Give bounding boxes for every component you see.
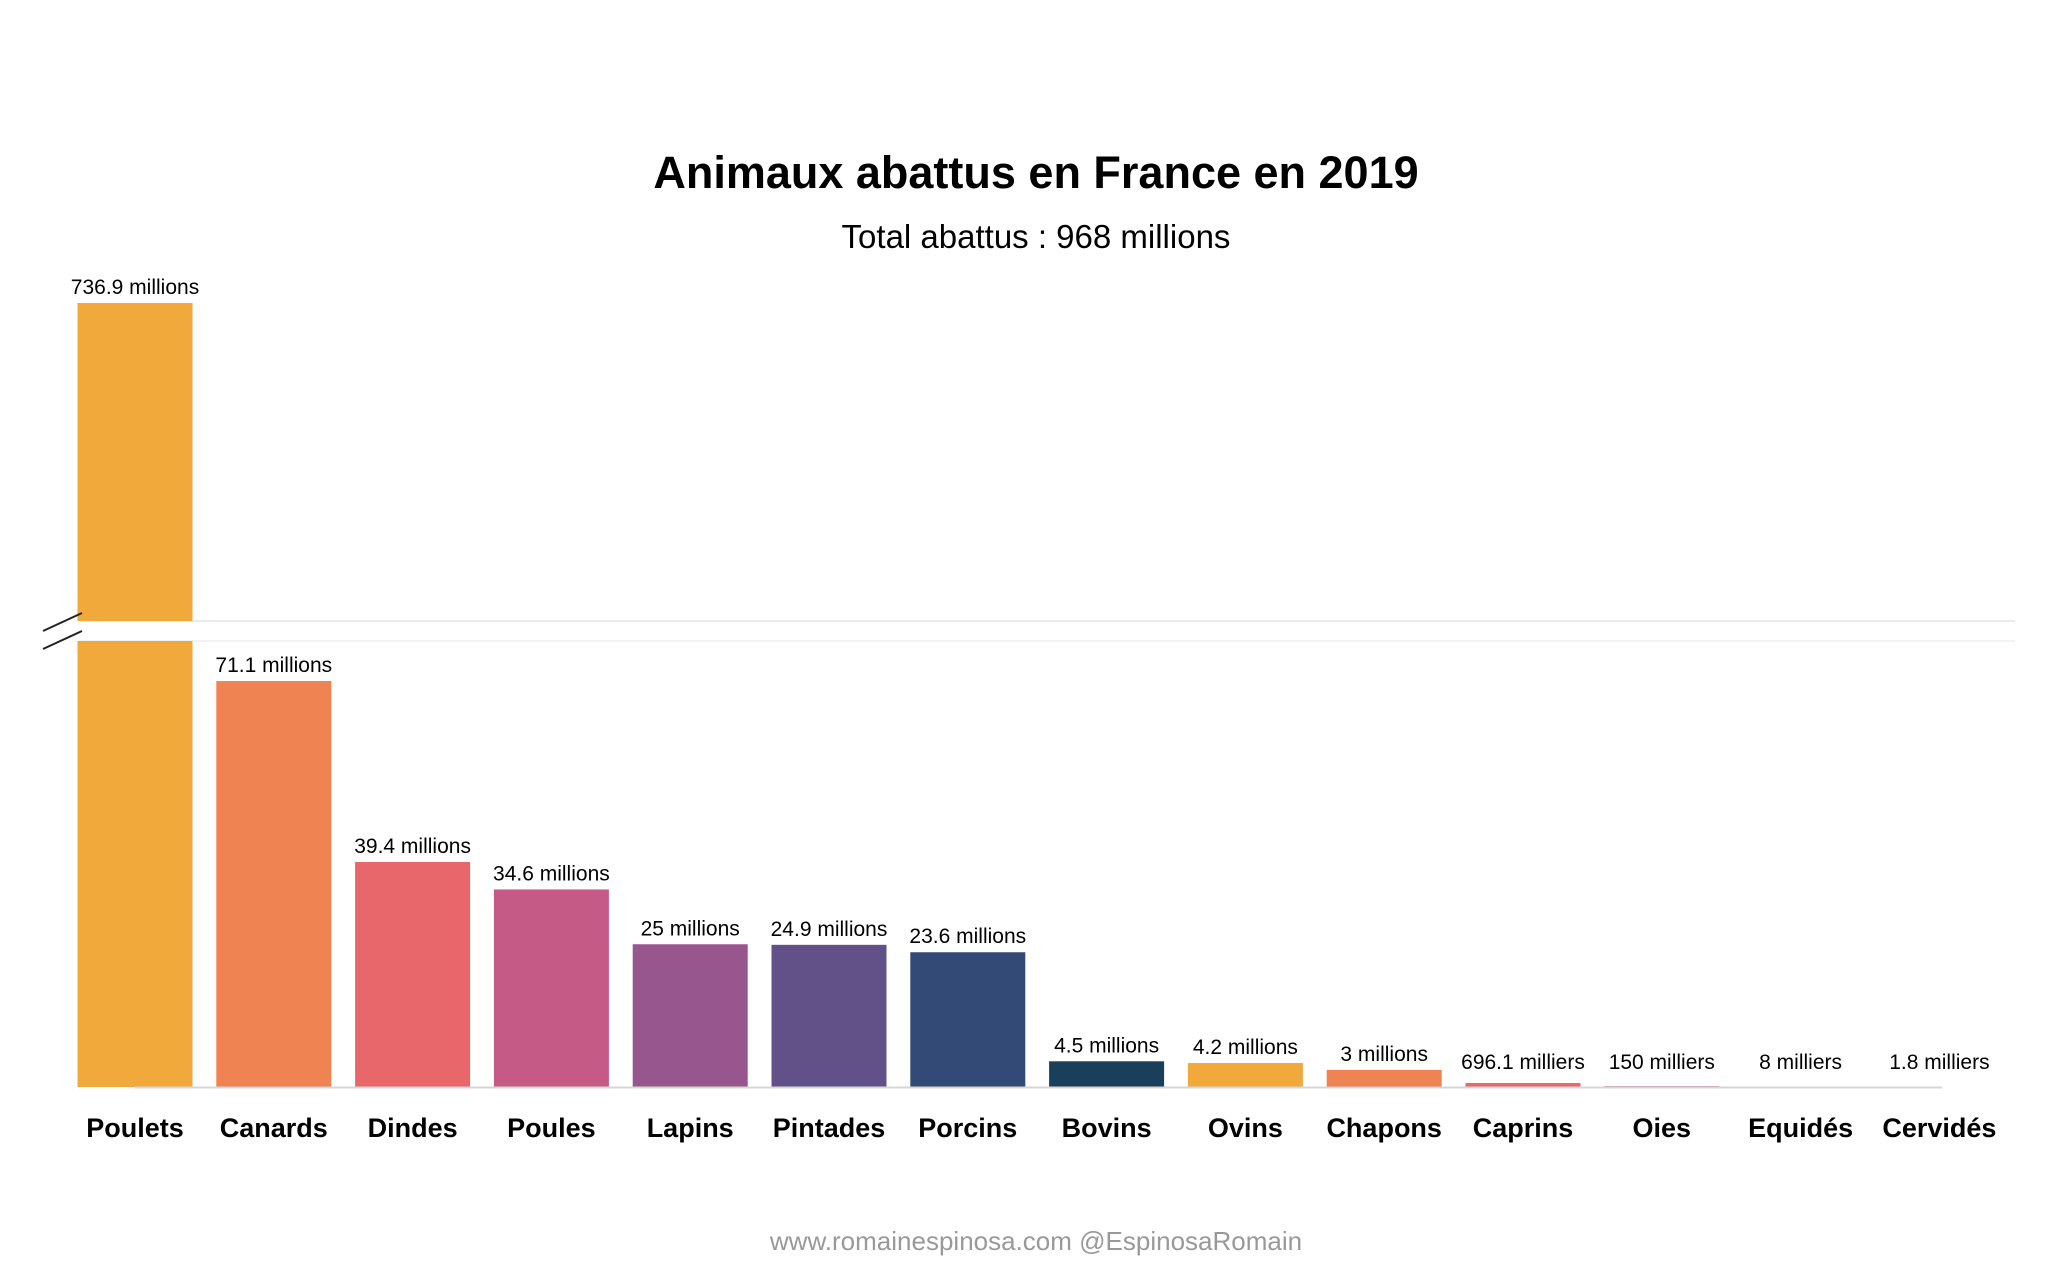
value-label: 71.1 millions <box>215 654 332 677</box>
category-label: Poulets <box>86 1113 184 1143</box>
chart-subtitle: Total abattus : 968 millions <box>842 218 1231 255</box>
value-label: 4.2 millions <box>1193 1036 1298 1059</box>
category-label: Poules <box>507 1113 596 1143</box>
bar-caprins <box>1465 1083 1581 1087</box>
chart-title: Animaux abattus en France en 2019 <box>653 147 1418 198</box>
bar-poulets-upper <box>77 303 193 621</box>
category-label: Cervidés <box>1882 1113 1996 1143</box>
category-label: Bovins <box>1062 1113 1152 1143</box>
value-label: 3 millions <box>1340 1043 1428 1066</box>
bar-bovins <box>1049 1061 1165 1087</box>
bar-canards <box>216 681 332 1087</box>
category-label: Pintades <box>773 1113 886 1143</box>
category-label: Equidés <box>1748 1113 1853 1143</box>
value-label: 736.9 millions <box>71 276 199 299</box>
bar-ovins <box>1187 1063 1303 1087</box>
value-label: 8 milliers <box>1759 1051 1842 1074</box>
bar-chapons <box>1326 1069 1442 1087</box>
category-label: Porcins <box>918 1113 1017 1143</box>
axis-break-mark <box>42 612 83 632</box>
value-label: 34.6 millions <box>493 862 610 885</box>
value-label: 4.5 millions <box>1054 1034 1159 1057</box>
footer-credit: www.romainespinosa.com @EspinosaRomain <box>769 1226 1302 1256</box>
bar-porcins <box>910 952 1026 1087</box>
bar-dindes <box>355 862 471 1087</box>
value-label: 696.1 milliers <box>1461 1051 1585 1074</box>
value-label: 25 millions <box>641 917 740 940</box>
bar-lapins <box>632 944 748 1087</box>
category-label: Dindes <box>368 1113 458 1143</box>
category-label: Caprins <box>1473 1113 1574 1143</box>
axis-break-mark <box>42 630 83 650</box>
bar-poules <box>493 889 609 1087</box>
category-label: Lapins <box>647 1113 734 1143</box>
bar-pintades <box>771 944 887 1087</box>
bar-poulets-lower <box>77 641 193 1087</box>
category-label: Chapons <box>1326 1113 1442 1143</box>
value-label: 23.6 millions <box>909 925 1026 948</box>
category-label: Ovins <box>1208 1113 1283 1143</box>
value-label: 1.8 milliers <box>1889 1051 1989 1074</box>
value-label: 24.9 millions <box>771 918 888 941</box>
value-label: 150 milliers <box>1609 1051 1715 1074</box>
category-label: Oies <box>1633 1113 1692 1143</box>
value-label: 39.4 millions <box>354 835 471 858</box>
category-label: Canards <box>220 1113 328 1143</box>
